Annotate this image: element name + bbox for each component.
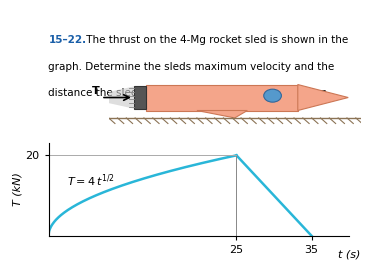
- Text: 15–22.: 15–22.: [48, 35, 87, 45]
- Text: $T = 4\,t^{1/2}$: $T = 4\,t^{1/2}$: [67, 172, 115, 189]
- Polygon shape: [134, 86, 147, 109]
- Text: graph. Determine the sleds maximum velocity and the: graph. Determine the sleds maximum veloc…: [48, 62, 335, 72]
- Polygon shape: [197, 111, 248, 118]
- Text: t: t: [197, 88, 201, 98]
- Polygon shape: [109, 86, 134, 109]
- Text: T: T: [92, 86, 100, 96]
- Text: The thrust on the 4-Mg rocket sled is shown in the: The thrust on the 4-Mg rocket sled is sh…: [83, 35, 348, 45]
- Text: distance the sled travels when: distance the sled travels when: [48, 88, 212, 98]
- Text: = 35 s. Neglect friction.: = 35 s. Neglect friction.: [203, 88, 331, 98]
- Y-axis label: T (kN): T (kN): [12, 173, 23, 206]
- Circle shape: [264, 89, 281, 102]
- Polygon shape: [298, 85, 348, 111]
- Polygon shape: [147, 85, 298, 111]
- Text: t (s): t (s): [338, 250, 360, 260]
